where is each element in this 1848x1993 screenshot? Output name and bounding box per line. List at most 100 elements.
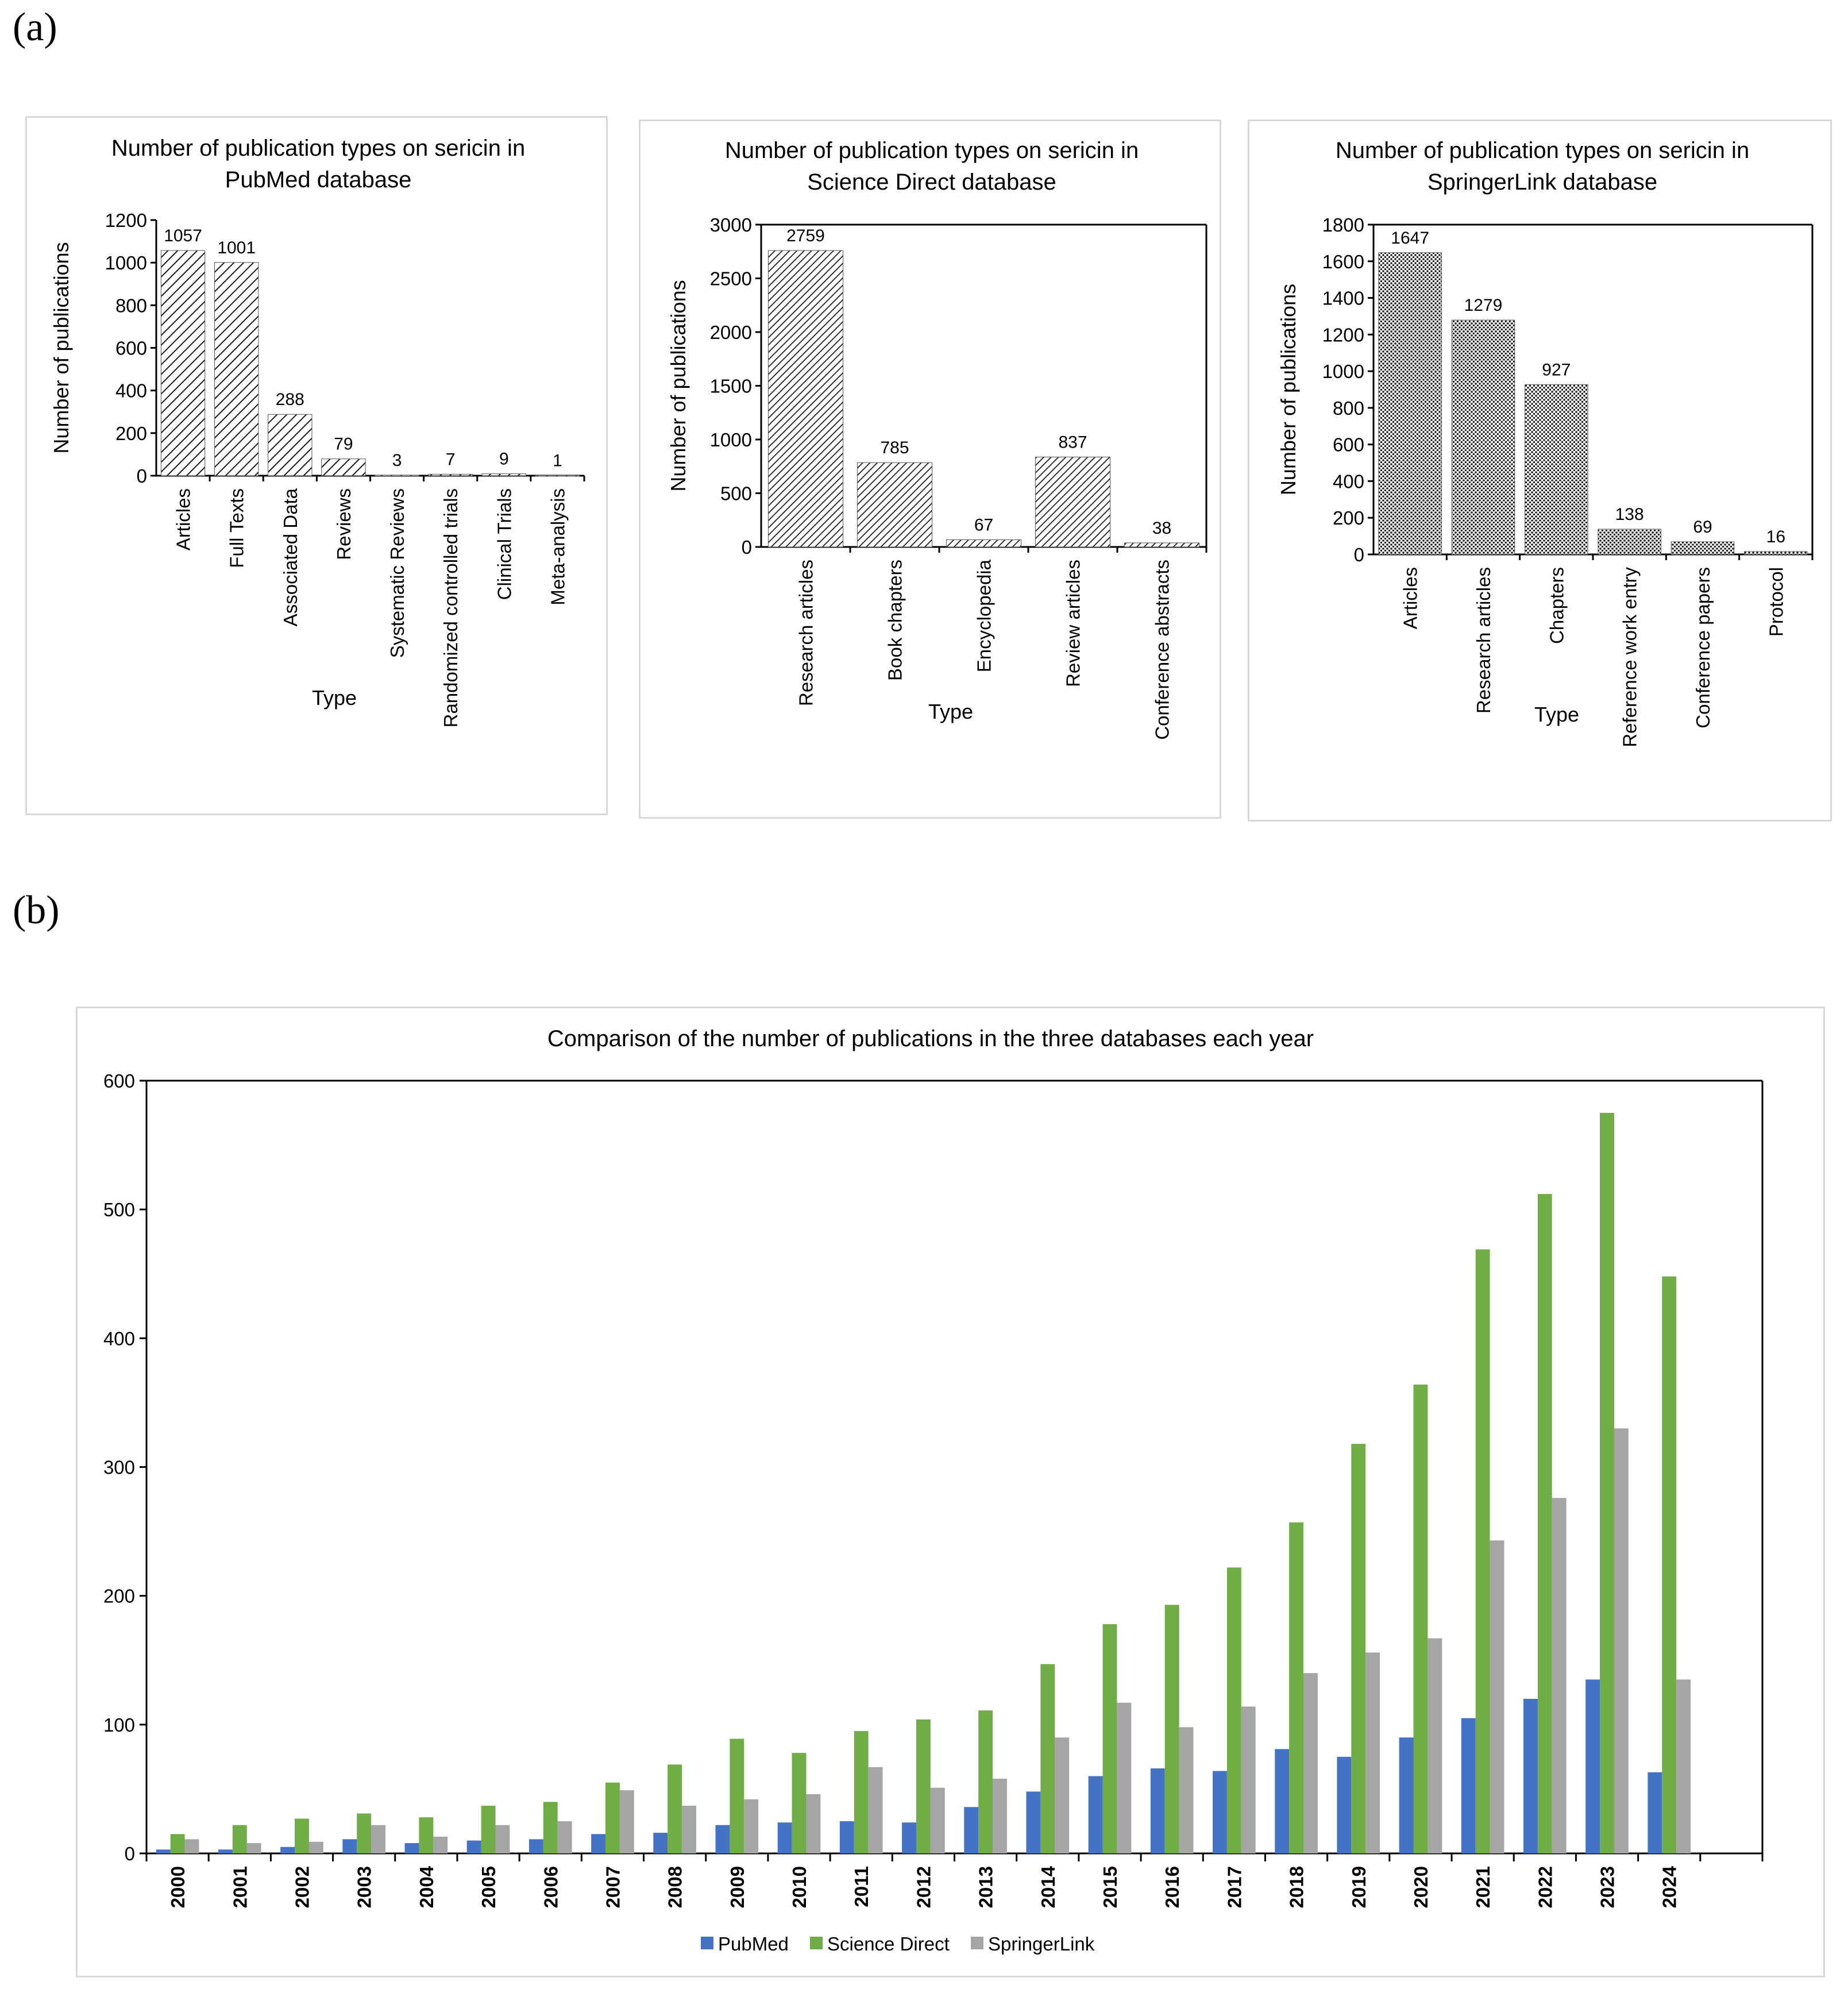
yearly-bar-science-direct — [232, 1825, 247, 1853]
springerlink-title-line-1: Number of publication types on sericin i… — [1336, 138, 1749, 163]
yearly-bar-springerlink — [308, 1841, 323, 1853]
yearly-bar-pubmed — [1213, 1771, 1227, 1853]
yearly-bar-springerlink — [246, 1843, 261, 1853]
yearly-bar-science-direct — [1600, 1113, 1614, 1853]
sciencedirect-bar — [767, 250, 844, 548]
springerlink-category-label: Chapters — [1546, 567, 1567, 644]
yearly-bar-pubmed — [1150, 1768, 1165, 1853]
yearly-bar-pubmed — [404, 1843, 419, 1853]
yearly-bar-science-direct — [792, 1753, 807, 1853]
yearly-bar-science-direct — [1289, 1522, 1303, 1853]
sciencedirect-bar — [857, 462, 933, 548]
yearly-year-label: 2009 — [727, 1866, 748, 1908]
yearly-bar-springerlink — [1676, 1679, 1691, 1853]
springerlink-bar — [1525, 384, 1588, 555]
yearly-comparison-chart-frame: Comparison of the number of publications… — [76, 1007, 1825, 1977]
sciencedirect-category-label: Conference abstracts — [1152, 560, 1173, 740]
sciencedirect-category-label: Research articles — [796, 560, 817, 706]
springerlink-types-chart: Number of publication types on sericin i… — [1276, 138, 1814, 747]
yearly-bar-science-direct — [978, 1710, 993, 1853]
yearly-bar-springerlink — [619, 1790, 634, 1853]
yearly-bar-science-direct — [1413, 1385, 1428, 1853]
yearly-bar-springerlink — [1179, 1727, 1194, 1853]
sciencedirect-title-line-2: Science Direct database — [807, 169, 1056, 195]
pubmed-bar — [214, 262, 259, 476]
yearly-bar-science-direct — [1351, 1444, 1366, 1853]
sciencedirect-y-tick-label: 2000 — [710, 322, 752, 343]
yearly-bar-springerlink — [1490, 1540, 1504, 1853]
pubmed-y-tick-label: 800 — [115, 295, 147, 316]
sciencedirect-y-tick-label: 1500 — [710, 376, 752, 397]
yearly-year-label: 2017 — [1224, 1866, 1245, 1908]
yearly-y-tick-label: 500 — [103, 1199, 135, 1220]
yearly-year-label: 2011 — [851, 1866, 872, 1907]
yearly-year-label: 2010 — [789, 1866, 810, 1908]
yearly-bar-pubmed — [466, 1840, 481, 1853]
sciencedirect-category-label: Review articles — [1063, 560, 1084, 687]
yearly-bar-springerlink — [1552, 1498, 1567, 1853]
yearly-year-label: 2001 — [229, 1866, 250, 1908]
yearly-bar-pubmed — [1648, 1772, 1662, 1853]
yearly-year-label: 2008 — [665, 1866, 686, 1908]
pubmed-x-axis-title: Type — [312, 686, 357, 710]
yearly-bar-science-direct — [481, 1806, 496, 1853]
yearly-year-label: 2021 — [1472, 1866, 1494, 1908]
yearly-bar-science-direct — [1164, 1605, 1179, 1853]
yearly-bar-science-direct — [419, 1817, 434, 1853]
yearly-bar-springerlink — [1303, 1673, 1318, 1853]
yearly-bar-pubmed — [342, 1839, 357, 1853]
panel-label-b: (b) — [13, 888, 60, 932]
sciencedirect-bar-value-label: 2759 — [786, 226, 825, 245]
yearly-bar-science-direct — [730, 1738, 744, 1853]
yearly-chart-title: Comparison of the number of publications… — [547, 1026, 1314, 1051]
yearly-y-tick-label: 0 — [125, 1843, 135, 1864]
yearly-bar-pubmed — [902, 1822, 916, 1853]
yearly-bar-springerlink — [1365, 1652, 1380, 1853]
springerlink-category-label: Protocol — [1765, 567, 1787, 637]
springerlink-category-label: Articles — [1400, 567, 1421, 629]
yearly-bar-pubmed — [1337, 1756, 1352, 1853]
yearly-bar-springerlink — [744, 1799, 759, 1853]
yearly-bar-pubmed — [777, 1822, 792, 1853]
yearly-bar-science-direct — [357, 1813, 372, 1853]
pubmed-category-label: Reviews — [333, 488, 354, 560]
pubmed-bar — [375, 475, 419, 476]
sciencedirect-x-axis-title: Type — [928, 700, 973, 723]
yearly-comparison-chart: Comparison of the number of publications… — [103, 1026, 1764, 1955]
yearly-year-label: 2022 — [1534, 1866, 1556, 1908]
sciencedirect-y-tick-label: 2500 — [710, 268, 752, 290]
yearly-bar-science-direct — [1102, 1624, 1117, 1853]
springerlink-y-tick-label: 1600 — [1322, 251, 1364, 272]
pubmed-bar — [160, 250, 206, 476]
sciencedirect-category-label: Encyclopedia — [974, 559, 995, 672]
springerlink-y-tick-label: 0 — [1354, 544, 1364, 565]
yearly-bar-springerlink — [1614, 1428, 1629, 1853]
yearly-y-tick-label: 400 — [103, 1328, 135, 1349]
yearly-bar-springerlink — [1117, 1702, 1132, 1853]
sciencedirect-y-tick-label: 500 — [720, 483, 752, 504]
yearly-bar-springerlink — [682, 1806, 696, 1853]
yearly-year-label: 2003 — [354, 1866, 375, 1908]
springerlink-chart-frame: Number of publication types on sericin i… — [1248, 119, 1832, 822]
yearly-bar-springerlink — [184, 1839, 199, 1853]
yearly-legend-swatch-1 — [701, 1937, 713, 1949]
sciencedirect-bar-value-label: 67 — [974, 515, 993, 534]
springerlink-title-line-2: SpringerLink database — [1428, 169, 1657, 195]
springerlink-bar — [1378, 252, 1442, 555]
yearly-bar-science-direct — [170, 1834, 185, 1853]
pubmed-bar-value-label: 1 — [553, 452, 562, 471]
yearly-legend-label-2: Science Direct — [827, 1933, 950, 1955]
pubmed-category-label: Full Texts — [226, 488, 248, 568]
pubmed-category-label: Meta-analysis — [547, 488, 568, 606]
yearly-bar-science-direct — [668, 1764, 682, 1853]
yearly-bar-science-direct — [543, 1802, 558, 1853]
springerlink-bar — [1451, 319, 1515, 555]
sciencedirect-bar — [1124, 542, 1200, 548]
yearly-bar-pubmed — [1399, 1737, 1414, 1853]
springerlink-y-tick-label: 400 — [1333, 471, 1364, 492]
sciencedirect-y-tick-label: 0 — [742, 537, 752, 558]
yearly-year-label: 2024 — [1659, 1865, 1680, 1908]
yearly-bar-science-direct — [1662, 1276, 1677, 1853]
springerlink-y-tick-label: 600 — [1333, 434, 1364, 456]
yearly-year-label: 2023 — [1597, 1866, 1618, 1908]
